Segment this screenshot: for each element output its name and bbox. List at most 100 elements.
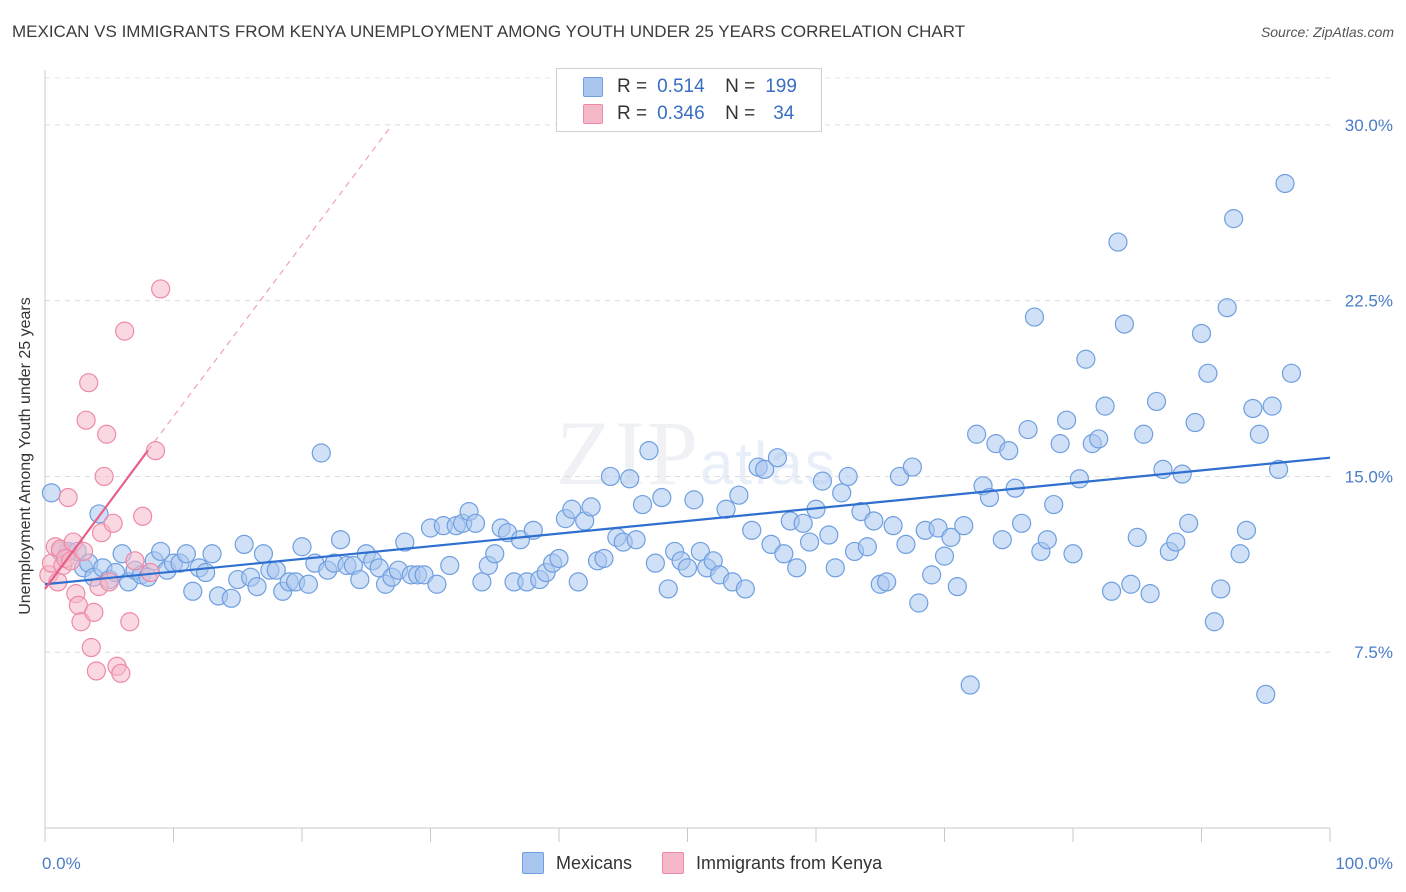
point-mexicans <box>684 490 704 510</box>
point-mexicans <box>922 565 942 585</box>
point-mexicans <box>902 457 922 477</box>
point-mexicans <box>928 518 948 538</box>
trend-lines <box>44 124 1331 590</box>
point-mexicans <box>1236 520 1257 540</box>
data-points <box>39 173 1302 705</box>
point-mexicans <box>767 448 788 468</box>
point-mexicans <box>1191 323 1212 344</box>
point-mexicans <box>176 544 196 564</box>
legend-n-value-mexicans: 199 <box>765 76 797 97</box>
point-mexicans <box>735 579 755 599</box>
point-mexicans <box>1166 532 1186 552</box>
point-mexicans <box>690 541 710 562</box>
point-mexicans <box>941 527 961 547</box>
series-label-kenya: Immigrants from Kenya <box>696 852 883 873</box>
point-mexicans <box>183 581 203 601</box>
point-mexicans <box>832 483 852 503</box>
point-mexicans <box>851 501 871 522</box>
point-mexicans <box>954 516 974 536</box>
point-mexicans <box>947 576 967 597</box>
point-mexicans <box>440 555 460 576</box>
point-mexicans <box>626 530 646 550</box>
point-mexicans <box>864 511 884 531</box>
point-mexicans <box>1275 173 1295 194</box>
series-legend-mexicans: Mexicans <box>522 852 632 874</box>
point-mexicans <box>1127 527 1147 547</box>
point-mexicans <box>549 548 569 569</box>
legend-r-label: R = <box>617 76 648 97</box>
point-mexicans <box>857 537 878 557</box>
point-mexicans <box>1204 612 1224 632</box>
legend-swatch-kenya <box>583 104 603 124</box>
point-mexicans <box>1101 581 1122 601</box>
point-mexicans <box>510 530 531 550</box>
point-mexicans <box>1063 544 1083 564</box>
point-mexicans <box>652 487 672 508</box>
point-mexicans <box>793 513 813 533</box>
point-mexicans <box>761 534 781 555</box>
point-mexicans <box>1140 584 1160 604</box>
series-legend-kenya: Immigrants from Kenya <box>662 852 882 874</box>
point-mexicans <box>1024 307 1045 327</box>
point-kenya <box>125 551 145 571</box>
legend-row-kenya: R = 0.346 N = 34 <box>583 102 794 126</box>
point-mexicans <box>350 569 370 590</box>
point-kenya <box>151 279 171 299</box>
point-mexicans <box>620 469 640 489</box>
point-mexicans <box>729 485 749 505</box>
point-mexicans <box>877 572 897 592</box>
point-mexicans <box>1018 419 1038 440</box>
point-mexicans <box>632 494 653 515</box>
series-swatch-kenya <box>662 852 685 874</box>
point-mexicans <box>1095 396 1115 416</box>
point-kenya <box>115 321 135 341</box>
point-mexicans <box>934 546 955 566</box>
point-mexicans <box>1069 469 1090 489</box>
point-mexicans <box>1114 314 1135 334</box>
legend-swatch-mexicans <box>583 77 603 97</box>
point-mexicans <box>1256 684 1276 705</box>
legend-r-label: R = <box>617 103 648 124</box>
y-tick-label: 22.5% <box>1345 292 1393 311</box>
point-mexicans <box>960 675 980 695</box>
point-mexicans <box>485 544 505 564</box>
point-mexicans <box>414 565 434 585</box>
point-mexicans <box>658 579 678 599</box>
point-kenya <box>97 424 117 444</box>
point-mexicans <box>1179 513 1199 533</box>
trend-line-mexicans <box>44 456 1331 586</box>
series-legend: Mexicans Immigrants from Kenya <box>522 852 912 874</box>
point-mexicans <box>1249 424 1269 444</box>
point-mexicans <box>1217 298 1237 318</box>
point-mexicans <box>1262 396 1282 416</box>
legend-r-value-mexicans: 0.514 <box>657 76 705 97</box>
point-mexicans <box>221 588 241 608</box>
point-mexicans <box>1121 574 1141 594</box>
point-mexicans <box>896 534 916 555</box>
point-mexicans <box>1198 363 1218 383</box>
legend-n-value-kenya: 34 <box>773 103 795 124</box>
point-kenya <box>94 466 114 487</box>
point-mexicans <box>645 553 665 573</box>
point-kenya <box>120 612 140 632</box>
point-mexicans <box>967 424 987 444</box>
point-kenya <box>133 506 153 526</box>
point-mexicans <box>562 499 582 519</box>
point-mexicans <box>234 534 254 555</box>
point-mexicans <box>600 466 621 487</box>
point-kenya <box>81 637 101 658</box>
trend-line-kenya <box>44 449 149 590</box>
point-mexicans <box>311 443 331 463</box>
point-mexicans <box>427 574 447 594</box>
point-kenya <box>103 513 123 533</box>
point-mexicans <box>298 574 319 594</box>
axes <box>44 70 1331 842</box>
point-mexicans <box>1056 410 1077 430</box>
point-mexicans <box>1011 513 1032 533</box>
point-mexicans <box>774 544 794 564</box>
point-mexicans <box>1108 232 1128 252</box>
point-mexicans <box>41 483 62 503</box>
point-kenya <box>99 572 119 592</box>
point-kenya <box>86 661 107 681</box>
point-mexicans <box>799 532 820 552</box>
